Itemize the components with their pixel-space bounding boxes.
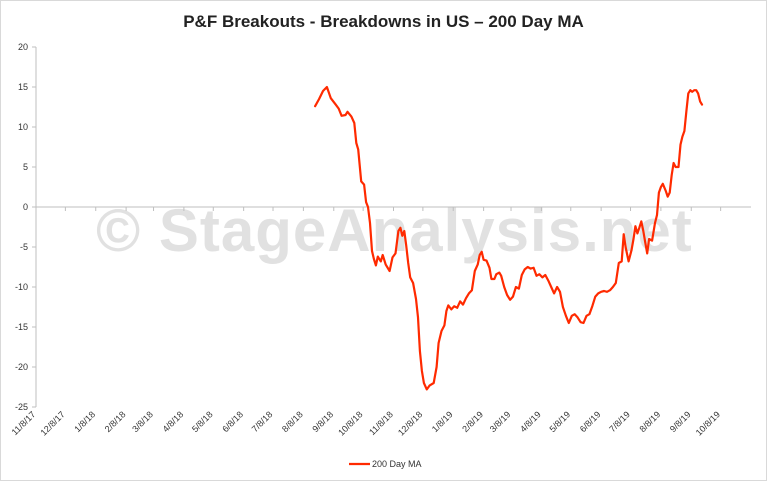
x-tick-label: 3/8/19 <box>488 409 513 434</box>
x-tick-label: 7/8/19 <box>607 409 632 434</box>
x-tick-label: 4/8/18 <box>161 409 186 434</box>
y-tick-label: -10 <box>15 282 28 292</box>
x-tick-label: 10/8/18 <box>336 409 364 437</box>
x-tick-label: 3/8/18 <box>130 409 155 434</box>
y-tick-label: 0 <box>23 202 28 212</box>
series-line-0 <box>314 85 704 391</box>
x-tick-label: 9/8/18 <box>310 409 335 434</box>
x-tick-label: 8/8/19 <box>638 409 663 434</box>
x-tick-label: 11/8/17 <box>10 409 38 437</box>
x-tick-label: 8/8/18 <box>280 409 305 434</box>
y-tick-label: -20 <box>15 362 28 372</box>
chart-title: P&F Breakouts - Breakdowns in US – 200 D… <box>183 12 584 31</box>
x-tick-label: 5/8/19 <box>547 409 572 434</box>
y-tick-label: -25 <box>15 402 28 412</box>
legend: 200 Day MA <box>349 459 422 469</box>
y-tick-label: -15 <box>15 322 28 332</box>
y-tick-label: 15 <box>18 82 28 92</box>
series-group <box>314 85 704 391</box>
x-axis: 11/8/17 12/8/17 1/8/18 2/8/18 3/8/18 4/8/18 5/… <box>10 206 751 438</box>
x-tick-label: 1/8/18 <box>72 409 97 434</box>
x-tick-label: 2/8/18 <box>103 409 128 434</box>
x-tick-label: 12/8/18 <box>396 409 424 437</box>
y-axis: 20 15 10 5 0 -5 -10 -15 -20 -25 <box>15 42 37 412</box>
x-tick-label: 6/8/18 <box>220 409 245 434</box>
x-tick-label: 9/8/19 <box>668 409 693 434</box>
x-tick-label: 1/8/19 <box>430 409 455 434</box>
x-tick-label: 4/8/19 <box>518 409 543 434</box>
x-tick-label: 5/8/18 <box>190 409 215 434</box>
y-tick-label: 10 <box>18 122 28 132</box>
x-tick-label: 11/8/18 <box>367 409 395 437</box>
legend-label: 200 Day MA <box>372 459 422 469</box>
x-tick-label: 2/8/19 <box>460 409 485 434</box>
x-tick-label: 6/8/19 <box>578 409 603 434</box>
x-tick-label: 12/8/17 <box>38 409 66 437</box>
y-tick-label: -5 <box>20 242 28 252</box>
x-tick-label: 10/8/19 <box>694 409 722 437</box>
y-tick-label: 20 <box>18 42 28 52</box>
y-tick-label: 5 <box>23 162 28 172</box>
x-tick-label: 7/8/18 <box>250 409 275 434</box>
